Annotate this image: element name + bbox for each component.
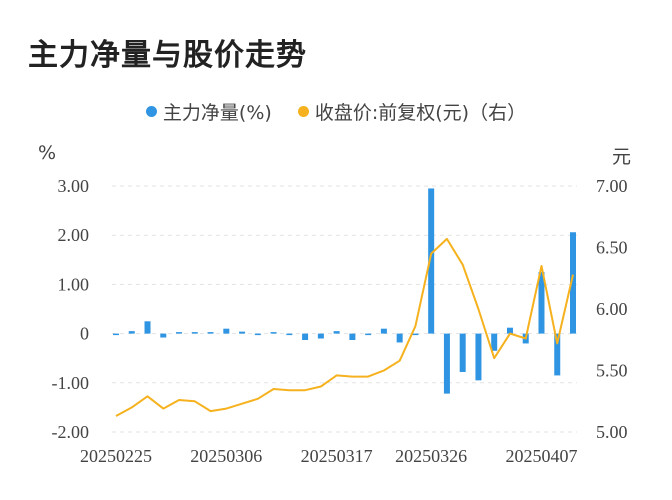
x-tick-label: 20250225 xyxy=(80,446,152,466)
x-tick-label: 20250306 xyxy=(190,446,262,466)
legend-item-close-price[interactable]: 收盘价:前复权(元)（右） xyxy=(297,98,527,125)
net-volume-bar xyxy=(570,232,576,334)
net-volume-bar xyxy=(459,333,466,372)
x-tick-label: 20250326 xyxy=(395,446,467,466)
y-left-tick-label: -2.00 xyxy=(52,422,90,442)
legend-dot-close-price xyxy=(297,106,309,117)
legend-label-close-price: 收盘价:前复权(元)（右） xyxy=(314,102,527,124)
net-volume-bar xyxy=(317,333,324,339)
net-volume-bar xyxy=(333,331,340,334)
y-right-tick-label: 6.50 xyxy=(596,238,628,258)
y-left-tick-label: 0 xyxy=(80,324,89,344)
net-volume-bar xyxy=(176,332,183,334)
net-volume-bar xyxy=(144,321,151,334)
x-tick-label: 20250407 xyxy=(505,446,577,466)
net-volume-bar xyxy=(380,328,387,334)
net-volume-bar xyxy=(223,328,230,334)
net-volume-bar xyxy=(491,333,498,351)
net-volume-bar xyxy=(396,333,403,343)
y-right-tick-label: 7.00 xyxy=(596,176,628,196)
net-volume-bar xyxy=(113,333,119,336)
net-volume-bar xyxy=(428,188,435,334)
x-tick-label: 20250317 xyxy=(301,446,373,466)
y-right-tick-label: 5.00 xyxy=(596,422,628,442)
net-volume-bar xyxy=(207,332,214,334)
y-right-tick-label: 5.50 xyxy=(596,361,628,381)
chart-title: 主力净量与股价走势 xyxy=(28,38,307,73)
net-volume-bar xyxy=(554,333,561,376)
y-right-tick-label: 6.00 xyxy=(596,299,628,319)
net-volume-bar xyxy=(349,333,356,340)
legend-dot-net-volume xyxy=(145,106,157,117)
net-volume-bar xyxy=(239,331,246,334)
net-volume-bar xyxy=(412,333,419,336)
net-volume-bar xyxy=(254,333,261,336)
net-volume-bar xyxy=(270,332,277,334)
y-left-tick-label: 2.00 xyxy=(58,225,90,245)
net-volume-bar xyxy=(538,272,545,334)
net-volume-bar xyxy=(443,333,450,394)
y-left-tick-label: 1.00 xyxy=(58,274,90,294)
legend: 主力净量(%) 收盘价:前复权(元)（右） xyxy=(0,98,672,125)
y-left-tick-label: -1.00 xyxy=(52,373,90,393)
legend-item-net-volume[interactable]: 主力净量(%) xyxy=(145,98,272,125)
net-volume-bar xyxy=(475,333,482,381)
net-volume-bar xyxy=(365,333,372,336)
net-volume-bar xyxy=(506,327,513,334)
net-volume-bar xyxy=(128,331,135,334)
y-left-tick-label: 3.00 xyxy=(58,176,90,196)
net-volume-bar xyxy=(191,332,198,334)
right-axis-unit: 元 xyxy=(612,146,632,168)
net-volume-bar xyxy=(286,333,293,336)
net-volume-bar xyxy=(160,333,167,338)
legend-label-net-volume: 主力净量(%) xyxy=(162,102,272,124)
net-volume-bar xyxy=(302,333,309,340)
close-price-line xyxy=(115,237,574,417)
left-axis-unit: % xyxy=(38,142,57,164)
